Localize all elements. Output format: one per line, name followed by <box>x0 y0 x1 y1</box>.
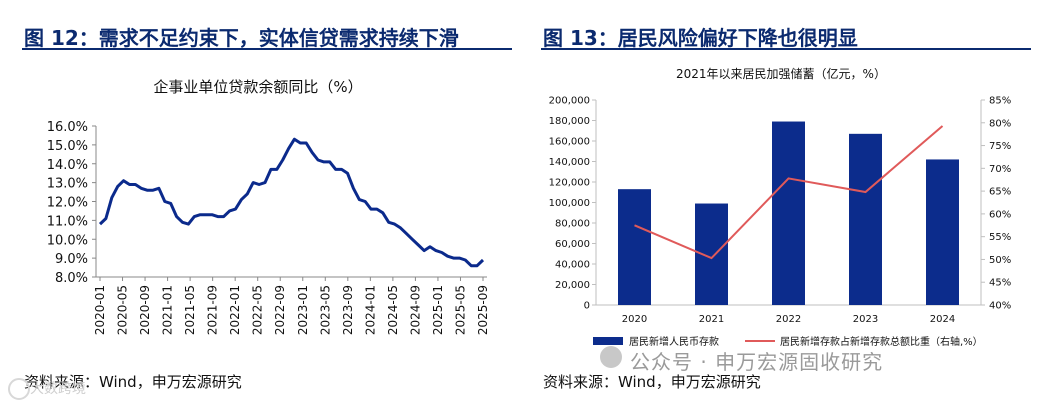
corner-watermark: 大数跨境 <box>30 381 86 397</box>
left-y-tick-label: 13.0% <box>47 177 88 192</box>
right-y2-tick-label: 50% <box>989 255 1011 266</box>
legend-line-label: 居民新增存款占新增存款总额比重（右轴,%） <box>780 335 983 348</box>
left-x-tick-label: 2021-05 <box>183 285 197 335</box>
left-x-tick-label: 2025-05 <box>453 285 467 335</box>
left-figure-panel: 图 12：需求不足约束下，实体信贷需求持续下滑 企事业单位贷款余额同比（%） 16… <box>22 26 512 391</box>
right-y2-tick-label: 45% <box>989 278 1011 289</box>
left-x-tick-label: 2023-05 <box>318 285 332 335</box>
left-y-tick-label: 12.0% <box>47 196 88 211</box>
right-bar <box>618 189 651 305</box>
left-line-chart: 企事业单位贷款余额同比（%） 16.0% 15.0% 14.0% 13.0% 12.0% 1… <box>47 78 490 335</box>
left-x-tick-label: 2024-09 <box>408 285 422 335</box>
right-figure-title: 图 13：居民风险偏好下降也很明显 <box>543 26 858 50</box>
right-y2-tick-label: 85% <box>989 96 1011 107</box>
right-y-tick-label: 20,000 <box>555 280 590 291</box>
right-bar <box>926 159 959 305</box>
left-y-tick-label: 10.0% <box>47 233 88 248</box>
right-y2-tick-label: 65% <box>989 187 1011 198</box>
right-x-tick-label: 2022 <box>776 314 801 325</box>
right-y2-tick-label: 70% <box>989 164 1011 175</box>
left-y-tick-label: 9.0% <box>55 252 88 267</box>
left-x-tick-label: 2022-05 <box>251 285 265 335</box>
right-x-tick-label: 2024 <box>930 314 955 325</box>
right-title-rule <box>541 48 1031 50</box>
left-x-tick-label: 2023-09 <box>341 285 355 335</box>
left-series-line <box>98 137 485 268</box>
right-bar <box>849 133 882 305</box>
left-x-tick-label: 2022-09 <box>273 285 287 335</box>
right-y2-tick-label: 75% <box>989 141 1011 152</box>
right-source-note: 资料来源：Wind，申万宏源研究 <box>543 373 761 391</box>
left-y-tick-label: 15.0% <box>47 139 88 154</box>
right-y-tick-label: 80,000 <box>555 219 590 230</box>
left-x-tick-label: 2023-01 <box>296 285 310 335</box>
right-y-tick-label: 180,000 <box>549 116 590 127</box>
left-figure-title: 图 12：需求不足约束下，实体信贷需求持续下滑 <box>24 26 459 50</box>
right-x-tick-label: 2020 <box>622 314 647 325</box>
right-figure-panel: 图 13：居民风险偏好下降也很明显 2021年以来居民加强储蓄（亿元，%） 200… <box>519 0 1038 408</box>
right-y2-tick-label: 55% <box>989 232 1011 243</box>
right-y-tick-label: 160,000 <box>549 137 590 148</box>
right-combo-chart: 2021年以来居民加强储蓄（亿元，%） 200,000 180,000 160,000… <box>549 66 1012 348</box>
left-title-rule <box>22 48 512 50</box>
left-x-tick-label: 2021-01 <box>161 285 175 335</box>
left-y-tick-label: 8.0% <box>55 271 88 286</box>
right-y-tick-label: 140,000 <box>549 157 590 168</box>
right-y2-tick-label: 40% <box>989 301 1011 312</box>
right-y-tick-label: 40,000 <box>555 260 590 271</box>
watermark-text: 公众号 · 申万宏源固收研究 <box>630 350 884 374</box>
left-y-tick-label: 11.0% <box>47 214 88 229</box>
right-y-tick-label: 200,000 <box>549 96 590 107</box>
left-x-tick-label: 2022-01 <box>228 285 242 335</box>
right-x-tick-label: 2023 <box>853 314 878 325</box>
right-y2-tick-label: 60% <box>989 209 1011 220</box>
left-x-tick-label: 2021-09 <box>206 285 220 335</box>
left-x-tick-label: 2025-09 <box>476 285 490 335</box>
left-chart-title: 企事业单位贷款余额同比（%） <box>153 78 362 96</box>
left-y-tick-label: 16.0% <box>47 120 88 135</box>
left-x-tick-label: 2020-05 <box>116 285 130 335</box>
left-y-tick-label: 14.0% <box>47 158 88 173</box>
left-x-tick-label: 2025-01 <box>431 285 445 335</box>
wechat-icon <box>600 346 622 368</box>
left-x-tick-label: 2020-09 <box>138 285 152 335</box>
legend-bar-swatch <box>593 337 623 345</box>
right-x-tick-label: 2021 <box>699 314 724 325</box>
corner-logo-icon <box>8 378 30 400</box>
right-chart-title: 2021年以来居民加强储蓄（亿元，%） <box>676 66 886 81</box>
right-bar <box>772 121 805 306</box>
right-y-tick-label: 60,000 <box>555 239 590 250</box>
legend-bar-label: 居民新增人民币存款 <box>629 335 719 348</box>
left-source-note: 资料来源：Wind，申万宏源研究 <box>24 373 242 391</box>
left-x-tick-label: 2020-01 <box>93 285 107 335</box>
right-y2-tick-label: 80% <box>989 118 1011 129</box>
right-y-tick-label: 0 <box>584 301 590 312</box>
right-y-tick-label: 120,000 <box>549 178 590 189</box>
left-x-tick-label: 2024-01 <box>363 285 377 335</box>
right-series-line <box>634 125 944 260</box>
right-y-tick-label: 100,000 <box>549 198 590 209</box>
left-x-tick-label: 2024-05 <box>386 285 400 335</box>
